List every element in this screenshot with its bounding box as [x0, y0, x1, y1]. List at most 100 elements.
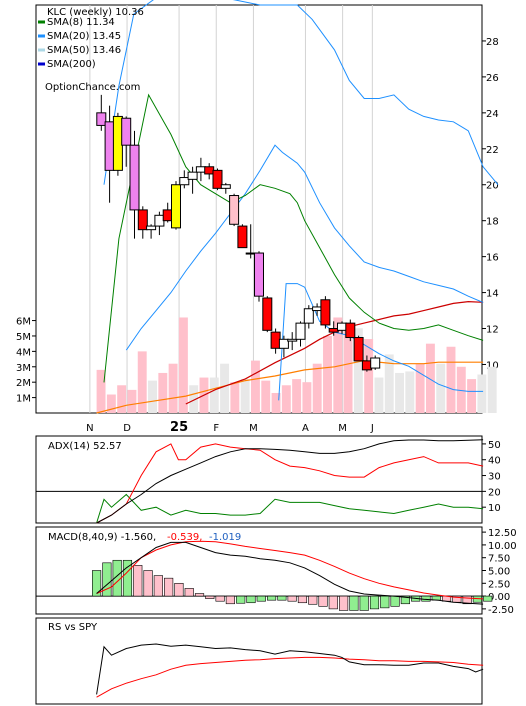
volume-tick-label: 6M: [16, 317, 31, 328]
adx-tick-label: 20: [488, 487, 501, 498]
adx-tick-label: 30: [488, 472, 501, 483]
candle-body: [137, 209, 148, 231]
candle-body: [96, 112, 107, 126]
volume-bar: [446, 346, 456, 413]
price-tick-label: 14: [486, 289, 499, 300]
candle-body: [162, 209, 173, 222]
legend-label: SMA(20) 13.45: [47, 31, 121, 42]
macd-tick-label: 12.50: [488, 528, 517, 539]
volume-bar: [209, 377, 219, 413]
volume-bar: [106, 394, 116, 413]
adx-tick-label: 40: [488, 456, 501, 467]
volume-bar: [343, 323, 353, 413]
adx-line: [96, 439, 484, 524]
macd-histogram-bar: [92, 570, 102, 597]
macd-histogram-bar: [277, 595, 287, 601]
macd-histogram-bar: [256, 595, 266, 602]
macd-histogram-bar: [215, 595, 225, 602]
macd-histogram-bar: [380, 595, 390, 609]
macd-histogram-bar: [102, 562, 112, 597]
x-tick-label: J: [370, 423, 374, 434]
macd-histogram-bar: [164, 577, 174, 597]
macd-tick-label: 2.50: [488, 579, 510, 590]
volume-bar: [477, 374, 487, 413]
volume-bar: [230, 382, 240, 413]
chart-title: KLC (weekly) 10.36: [47, 7, 144, 18]
adx-tick-label: 10: [488, 503, 501, 514]
candle-body: [112, 115, 123, 171]
price-tick-label: 26: [486, 73, 499, 84]
macd-histogram-bar: [349, 595, 359, 611]
candle-body: [171, 184, 181, 229]
macd-histogram-bar: [174, 582, 184, 597]
macd-histogram-bar: [287, 595, 297, 602]
sma20-line: [125, 144, 484, 351]
volume-bar: [467, 379, 477, 413]
macd-tick-label: -2.50: [488, 605, 514, 616]
price-tick-label: 28: [486, 37, 499, 48]
rs-panel: RS vs SPY: [35, 617, 484, 705]
price-tick-label: 22: [486, 145, 499, 156]
macd-tick-label: 7.50: [488, 554, 510, 565]
candle-body: [361, 360, 372, 371]
candle-body: [195, 166, 206, 173]
macd-histogram-bar: [133, 565, 143, 597]
volume-bar: [323, 335, 332, 413]
rs-ma-line: [96, 656, 484, 698]
sma-lines: [103, 0, 499, 405]
macd-label: MACD(8,40,9) -1.560,: [48, 532, 156, 543]
volume-bar: [456, 366, 466, 413]
price-tick-label: 18: [486, 217, 499, 228]
volume-bar: [168, 363, 178, 413]
x-tick-label: F: [213, 423, 219, 434]
rs-label: RS vs SPY: [48, 622, 98, 633]
volume-sma-line: [96, 359, 484, 414]
candle-body: [345, 322, 356, 339]
plus-di-line: [96, 493, 484, 524]
price-tick-label: 10: [486, 360, 499, 371]
volume-y-axis: 1M 2M 3M 4M 5M 6M: [16, 317, 36, 405]
macd-histogram-bar: [483, 595, 493, 602]
candle-body: [146, 225, 157, 231]
adx-label: ADX(14) 52.57: [48, 441, 122, 452]
price-y-axis: 10 12 14 16 18 20 22 24 26 28: [482, 37, 499, 371]
macd-histogram-bar: [246, 595, 256, 604]
volume-bar: [395, 372, 404, 413]
legend-label: SMA(8) 11.34: [47, 17, 115, 28]
macd-panel: 12.50 10.00 7.50 5.002.50 0.00 -2.50 MACD(8,40…: [35, 526, 517, 616]
candle-body: [204, 166, 215, 175]
macd-tick-label: 0.00: [488, 592, 510, 603]
candle-body: [328, 328, 339, 333]
volume-tick-label: 5M: [16, 332, 31, 343]
volume-bar: [436, 363, 446, 413]
macd-histogram-bar: [369, 595, 380, 610]
candle-body: [337, 322, 347, 331]
macd-histogram-bar: [225, 595, 235, 605]
candle-body: [121, 117, 132, 146]
price-legend: KLC (weekly) 10.36 SMA(8) 11.34 SMA(20) 1…: [38, 7, 144, 93]
macd-line: [96, 541, 484, 605]
macd-tick-label: 10.00: [488, 541, 517, 552]
candle-body: [220, 184, 231, 189]
volume-bar: [425, 343, 435, 413]
candle-body: [287, 338, 298, 342]
volume-bar: [415, 363, 425, 413]
volume-bar: [405, 371, 415, 413]
macd-histogram-bar: [400, 595, 410, 605]
adx-panel: 10 20 30 40 50 ADX(14) 52.57: [35, 435, 501, 524]
macd-signal-line: [96, 540, 484, 600]
volume-bar: [487, 366, 497, 413]
volume-tick-label: 2M: [16, 378, 31, 389]
volume-bar: [220, 363, 230, 413]
macd-histogram-bar: [194, 593, 205, 597]
candle-body: [187, 171, 198, 180]
candle-body: [237, 225, 248, 249]
legend-label: SMA(50) 13.46: [47, 45, 121, 56]
price-panel-frame: [35, 4, 483, 414]
x-tick-label: D: [123, 423, 131, 434]
volume-bar: [271, 392, 281, 413]
volume-bar: [292, 379, 302, 413]
price-tick-label: 12: [486, 325, 499, 336]
candle-body: [129, 144, 140, 211]
macd-histogram-bar: [297, 595, 308, 604]
